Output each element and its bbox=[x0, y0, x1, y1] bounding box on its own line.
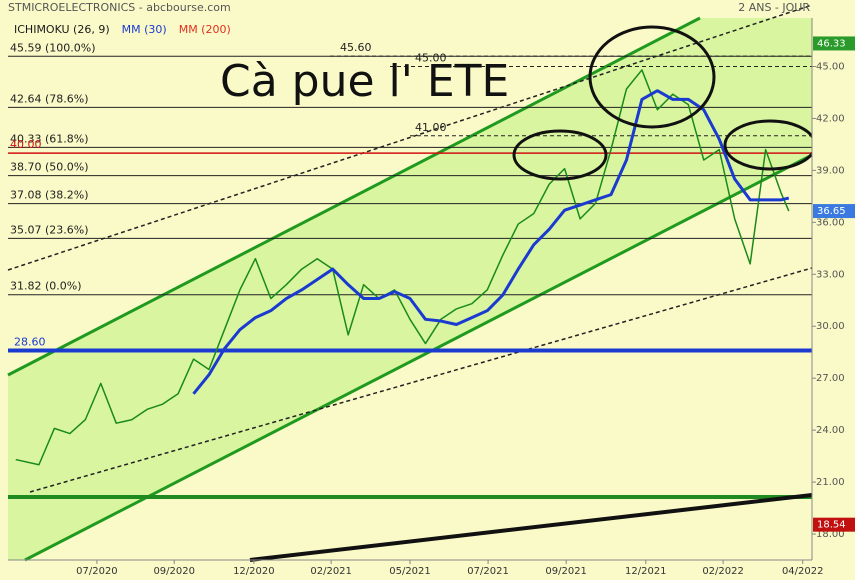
y-tick-label: 30.00 bbox=[816, 321, 845, 332]
channel-line bbox=[24, 153, 813, 562]
y-tick-label: 24.00 bbox=[816, 425, 845, 436]
ma-line bbox=[192, 89, 790, 395]
level-label: 28.60 bbox=[14, 335, 46, 348]
legend-entry: ICHIMOKU (26, 9) bbox=[14, 23, 110, 36]
legend-entry: MM (200) bbox=[179, 23, 231, 36]
level-label: 31.82 (0.0%) bbox=[10, 280, 82, 293]
price-tag-label: 36.65 bbox=[817, 206, 846, 217]
y-tick-label: 21.00 bbox=[816, 477, 845, 488]
trend-line bbox=[29, 267, 813, 493]
x-tick-label: 12/2020 bbox=[233, 566, 275, 577]
price-tag-label: 18.54 bbox=[817, 520, 846, 531]
channel-line bbox=[7, 16, 701, 377]
highlight-circle bbox=[512, 129, 608, 181]
axes: 45.00 42.00 39.00 36.00 33.00 30.00 27.00 24.00… bbox=[76, 36, 855, 577]
x-tick-label: 05/2021 bbox=[389, 566, 431, 577]
level-label: 40.33 (61.8%) bbox=[10, 132, 89, 145]
levels: 45.59 (100.0%) 42.64 (78.6%) 40.33 (61.8%)… bbox=[8, 41, 812, 353]
price-tag-label: 46.33 bbox=[817, 38, 846, 49]
price-tag bbox=[813, 204, 855, 219]
level-label: 42.64 (78.6%) bbox=[10, 92, 89, 105]
x-tick-label: 09/2021 bbox=[545, 566, 587, 577]
highlight-circle bbox=[588, 25, 716, 129]
y-tick-label: 27.00 bbox=[816, 373, 845, 384]
y-tick-label: 39.00 bbox=[816, 165, 845, 176]
level-label: 40.00 bbox=[10, 138, 42, 151]
price-line bbox=[15, 69, 790, 466]
plot bbox=[15, 69, 790, 466]
x-tick-label: 07/2020 bbox=[76, 566, 118, 577]
y-tick-label: 33.00 bbox=[816, 269, 845, 280]
level-label: 45.00 bbox=[415, 51, 447, 64]
x-tick-label: 07/2021 bbox=[467, 566, 509, 577]
x-tick-label: 12/2021 bbox=[625, 566, 667, 577]
x-tick-label: 02/2022 bbox=[702, 566, 744, 577]
legend: ICHIMOKU (26, 9) MM (30) MM (200) bbox=[14, 23, 231, 36]
level-label: 41.00 bbox=[415, 121, 447, 134]
level-label: 35.07 (23.6%) bbox=[10, 223, 89, 236]
trend-line bbox=[249, 493, 813, 562]
level-label: 38.70 (50.0%) bbox=[10, 161, 89, 174]
period: 2 ANS - JOUR bbox=[738, 1, 810, 14]
axis-area bbox=[812, 0, 855, 580]
source: STMICROELECTRONICS - abcbourse.com bbox=[8, 1, 231, 14]
trend-line bbox=[7, 4, 813, 271]
level-label: 45.59 (100.0%) bbox=[10, 41, 96, 54]
legend-entry: MM (30) bbox=[122, 23, 167, 36]
y-tick-label: 36.00 bbox=[816, 217, 845, 228]
x-tick-label: 04/2022 bbox=[782, 566, 824, 577]
y-tick-label: 42.00 bbox=[816, 113, 845, 124]
x-tick-label: 02/2021 bbox=[310, 566, 352, 577]
x-tick-label: 09/2020 bbox=[153, 566, 195, 577]
level-label: 45.60 bbox=[340, 41, 372, 54]
price-tag bbox=[813, 36, 855, 51]
y-tick-label: 45.00 bbox=[816, 61, 845, 72]
annotation: Cà pue l' ETE bbox=[220, 56, 509, 107]
price-tag bbox=[813, 517, 855, 532]
y-tick-label: 18.00 bbox=[816, 529, 845, 540]
level-label: 37.08 (38.2%) bbox=[10, 189, 89, 202]
